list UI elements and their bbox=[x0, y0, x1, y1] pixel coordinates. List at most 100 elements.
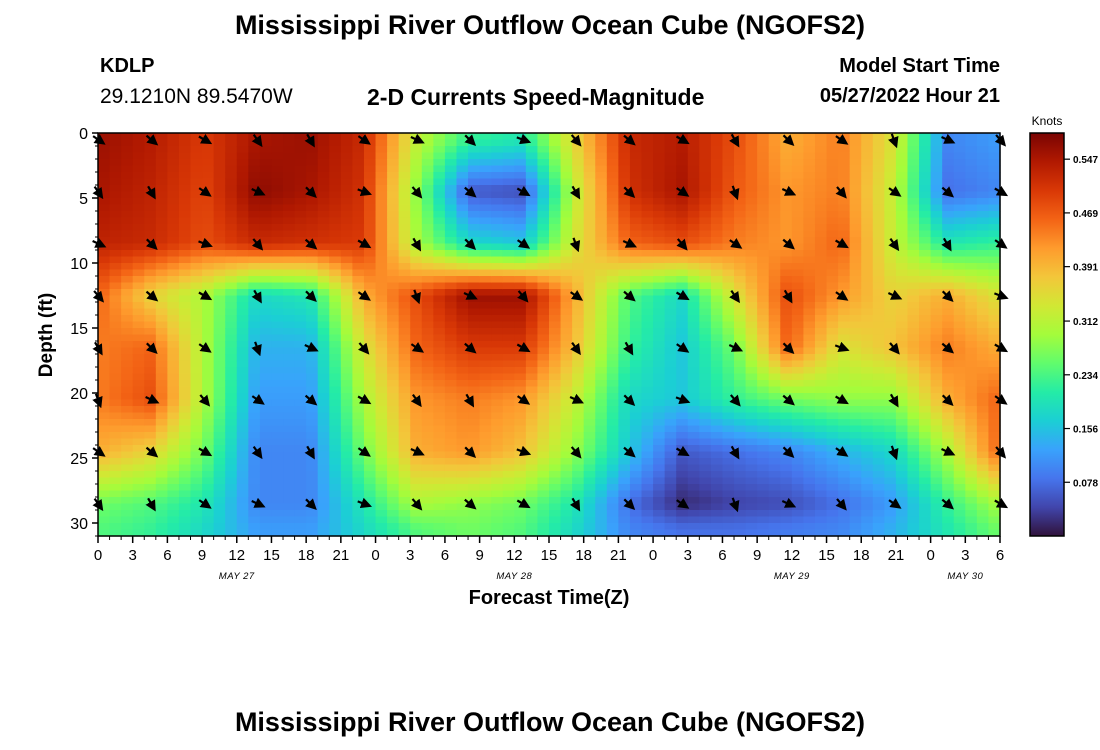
current-vector-arrow bbox=[782, 134, 795, 147]
heatmap-cell bbox=[410, 516, 423, 524]
heatmap-cell bbox=[202, 146, 215, 154]
heatmap-cell bbox=[178, 211, 192, 219]
heatmap-cell bbox=[803, 172, 816, 180]
heatmap-cell bbox=[387, 211, 400, 219]
heatmap-cell bbox=[421, 139, 434, 147]
heatmap-cell bbox=[387, 263, 400, 271]
heatmap-cell bbox=[710, 523, 724, 531]
heatmap-cell bbox=[329, 432, 342, 440]
heatmap-cell bbox=[213, 497, 226, 505]
heatmap-cell bbox=[861, 497, 874, 505]
heatmap-cell bbox=[479, 282, 492, 290]
heatmap-cell bbox=[340, 269, 354, 277]
heatmap-cell bbox=[687, 386, 700, 394]
heatmap-cell bbox=[352, 282, 365, 290]
heatmap-cell bbox=[387, 406, 400, 414]
heatmap-cell bbox=[814, 152, 828, 160]
heatmap-cell bbox=[271, 328, 284, 336]
heatmap-cell bbox=[178, 334, 192, 342]
heatmap-cell bbox=[259, 438, 273, 446]
heatmap-cell bbox=[109, 419, 122, 427]
heatmap-cell bbox=[572, 477, 585, 485]
heatmap-cell bbox=[803, 412, 816, 420]
heatmap-cell bbox=[895, 178, 909, 186]
heatmap-cell bbox=[803, 373, 816, 381]
heatmap-cell bbox=[803, 464, 816, 472]
heatmap-cell bbox=[514, 282, 527, 290]
heatmap-cell bbox=[930, 321, 943, 329]
heatmap-cell bbox=[340, 250, 354, 258]
heatmap-cell bbox=[849, 432, 862, 440]
heatmap-cell bbox=[514, 146, 527, 154]
heatmap-cell bbox=[780, 224, 793, 232]
heatmap-cell bbox=[722, 393, 735, 401]
heatmap-cell bbox=[144, 191, 157, 199]
heatmap-cell bbox=[98, 191, 111, 199]
heatmap-cell bbox=[525, 178, 539, 186]
heatmap-cell bbox=[745, 328, 758, 336]
heatmap-cell bbox=[849, 159, 862, 167]
heatmap-cell bbox=[757, 445, 770, 453]
heatmap-cell bbox=[225, 237, 238, 245]
heatmap-cell bbox=[514, 302, 527, 310]
heatmap-cell bbox=[757, 484, 770, 492]
heatmap-cell bbox=[132, 191, 145, 199]
heatmap-cell bbox=[155, 328, 168, 336]
heatmap-cell bbox=[803, 289, 816, 297]
heatmap-cell bbox=[722, 165, 735, 173]
heatmap-cell bbox=[907, 360, 920, 368]
heatmap-cell bbox=[340, 204, 354, 212]
heatmap-cell bbox=[560, 451, 573, 459]
heatmap-cell bbox=[618, 523, 631, 531]
current-vector-arrow bbox=[941, 237, 952, 252]
heatmap-cell bbox=[861, 230, 874, 238]
heatmap-cell bbox=[317, 165, 330, 173]
heatmap-cell bbox=[456, 321, 469, 329]
heatmap-cell bbox=[895, 471, 909, 479]
heatmap-cell bbox=[606, 399, 619, 407]
heatmap-cell bbox=[283, 276, 296, 284]
heatmap-cell bbox=[306, 477, 319, 485]
heatmap-cell bbox=[502, 308, 515, 316]
heatmap-cell bbox=[641, 334, 654, 342]
heatmap-cell bbox=[294, 302, 307, 310]
heatmap-cell bbox=[803, 419, 816, 427]
heatmap-cell bbox=[502, 445, 515, 453]
heatmap-cell bbox=[433, 490, 446, 498]
heatmap-cell bbox=[479, 256, 492, 264]
heatmap-cell bbox=[202, 523, 215, 531]
heatmap-cell bbox=[317, 399, 330, 407]
heatmap-cell bbox=[109, 321, 122, 329]
heatmap-cell bbox=[468, 211, 481, 219]
heatmap-cell bbox=[283, 438, 296, 446]
heatmap-cell bbox=[178, 380, 192, 388]
heatmap-cell bbox=[109, 334, 122, 342]
heatmap-cell bbox=[329, 354, 342, 362]
heatmap-cell bbox=[525, 438, 539, 446]
heatmap-cell bbox=[780, 484, 793, 492]
heatmap-cell bbox=[907, 328, 920, 336]
heatmap-cell bbox=[618, 230, 631, 238]
heatmap-cell bbox=[791, 159, 805, 167]
current-vector-arrow bbox=[516, 393, 531, 405]
heatmap-cell bbox=[178, 133, 192, 141]
heatmap-cell bbox=[629, 438, 643, 446]
heatmap-cell bbox=[329, 152, 342, 160]
heatmap-cell bbox=[942, 490, 955, 498]
heatmap-cell bbox=[363, 276, 377, 284]
heatmap-cell bbox=[757, 393, 770, 401]
heatmap-cell bbox=[606, 321, 619, 329]
heatmap-cell bbox=[826, 354, 839, 362]
heatmap-cell bbox=[317, 386, 330, 394]
heatmap-cell bbox=[965, 516, 978, 524]
heatmap-cell bbox=[502, 399, 515, 407]
heatmap-cell bbox=[340, 282, 354, 290]
heatmap-cell bbox=[919, 477, 932, 485]
heatmap-cell bbox=[537, 464, 550, 472]
heatmap-cell bbox=[826, 269, 839, 277]
heatmap-cell bbox=[884, 146, 897, 154]
heatmap-cell bbox=[838, 373, 851, 381]
heatmap-cell bbox=[352, 198, 365, 206]
heatmap-cell bbox=[444, 399, 458, 407]
heatmap-cell bbox=[514, 276, 527, 284]
